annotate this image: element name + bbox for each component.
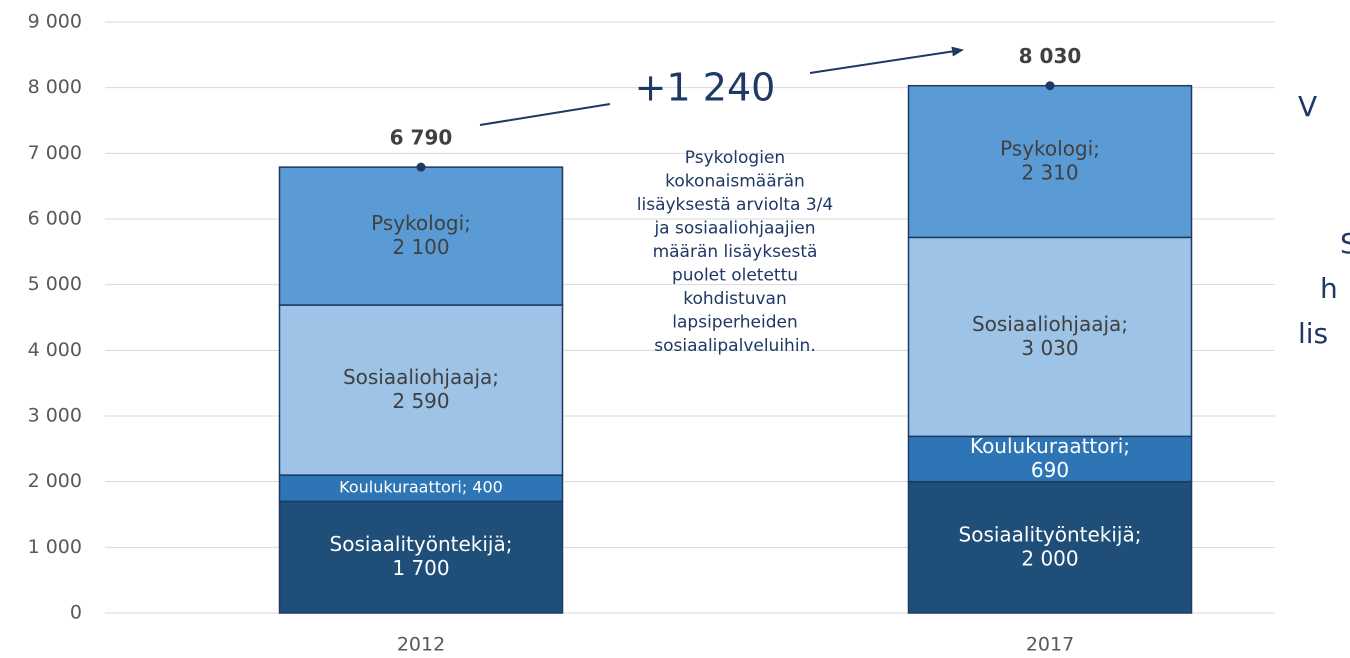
bar-segment [907,84,1193,239]
difference-arrow [479,103,611,126]
data-label: Sosiaalityöntekijä; 2 000 [959,522,1142,570]
data-label: Koulukuraattori; 690 [970,434,1130,482]
total-label: 6 790 [390,126,453,150]
y-tick-label: 0 [70,602,82,624]
annotation: Psykologien [685,148,785,168]
data-label: Sosiaalityöntekijä; 1 700 [330,532,513,580]
annotation: kohdistuvan [683,289,786,309]
annotation: määrän lisäyksestä [653,242,818,262]
annotation: puolet oletettu [672,266,798,286]
data-label-line: 1 700 [392,556,449,580]
side-text: h [1320,272,1338,305]
bar-segment [907,236,1193,438]
annotation: lapsiperheiden [672,313,797,333]
data-label-line: Sosiaaliohjaaja; [343,365,499,389]
y-tick-label: 1 000 [28,536,82,558]
y-tick-label: 5 000 [28,273,82,295]
side-text: S [1340,227,1350,260]
annotation: sosiaalipalveluihin. [654,336,815,356]
total-label: 8 030 [1019,44,1082,68]
bar-segment [907,435,1193,483]
y-tick-label: 6 000 [28,208,82,230]
y-tick-label: 2 000 [28,470,82,492]
data-label-line: 2 590 [392,389,449,413]
data-label: Sosiaaliohjaaja; 2 590 [343,365,499,413]
y-tick-label: 8 000 [28,76,82,98]
data-label-line: 2 310 [1021,160,1078,184]
y-tick-label: 3 000 [28,405,82,427]
data-label-line: Koulukuraattori; [970,434,1130,458]
annotation: ja sosiaaliohjaajien [653,219,815,239]
y-tick-label: 7 000 [28,142,82,164]
y-tick-label: 9 000 [28,11,82,33]
data-label-line: 2 000 [1021,546,1078,570]
annotation: lisäyksestä arviolta 3/4 [637,195,833,215]
difference-label: +1 240 [635,66,776,110]
bar-segment [907,480,1193,614]
data-label-line: Sosiaalityöntekijä; [330,532,513,556]
data-label-line: Psykologi; [371,211,471,235]
data-label-line: Sosiaaliohjaaja; [972,311,1128,335]
data-label-line: 2 100 [392,235,449,259]
difference-arrow [809,46,964,74]
side-text: lis [1298,317,1328,350]
side-text: V [1298,90,1317,123]
data-label: Sosiaaliohjaaja; 3 030 [972,311,1128,359]
total-marker [416,162,426,172]
data-label-line: Sosiaalityöntekijä; [959,522,1142,546]
data-label-line: Psykologi; [1000,136,1100,160]
y-tick-label: 4 000 [28,339,82,361]
data-label-line: 3 030 [1021,335,1078,359]
x-tick-label: 2017 [1026,634,1074,656]
x-tick-label: 2012 [397,634,445,656]
data-label: Koulukuraattori; 400 [339,478,503,497]
total-marker [1045,81,1055,91]
data-label-line: 690 [1031,458,1069,482]
bar-segment [278,304,564,476]
data-label: Psykologi; 2 310 [1000,136,1100,184]
data-label: Psykologi; 2 100 [371,211,471,259]
annotation: kokonaismäärän [665,172,805,192]
